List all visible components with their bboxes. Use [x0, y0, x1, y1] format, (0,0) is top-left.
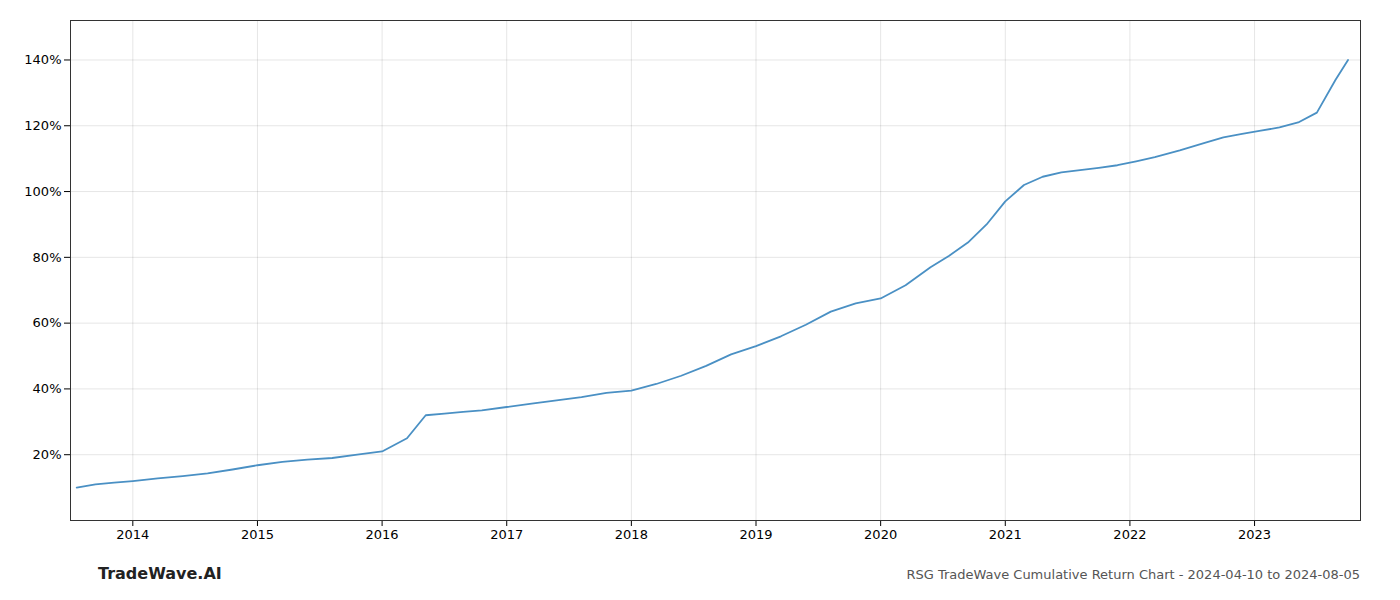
svg-text:40%: 40%: [33, 381, 62, 396]
svg-text:2016: 2016: [366, 527, 399, 542]
svg-text:140%: 140%: [24, 52, 61, 67]
svg-text:2020: 2020: [864, 527, 897, 542]
svg-text:2022: 2022: [1113, 527, 1146, 542]
svg-text:120%: 120%: [24, 118, 61, 133]
html-text:RSG TradeWave Cumulative Retur: RSG TradeWave Cumulative Return Chart - …: [906, 567, 1360, 582]
svg-text:2017: 2017: [490, 527, 523, 542]
svg-text:2021: 2021: [989, 527, 1022, 542]
svg-text:2018: 2018: [615, 527, 648, 542]
svg-text:2023: 2023: [1238, 527, 1271, 542]
svg-text:80%: 80%: [33, 250, 62, 265]
svg-text:20%: 20%: [33, 447, 62, 462]
html-text:TradeWave.AI: TradeWave.AI: [98, 564, 222, 583]
svg-text:60%: 60%: [33, 315, 62, 330]
svg-text:2015: 2015: [241, 527, 274, 542]
svg-text:2014: 2014: [116, 527, 149, 542]
svg-text:2019: 2019: [739, 527, 772, 542]
svg-text:100%: 100%: [24, 184, 61, 199]
